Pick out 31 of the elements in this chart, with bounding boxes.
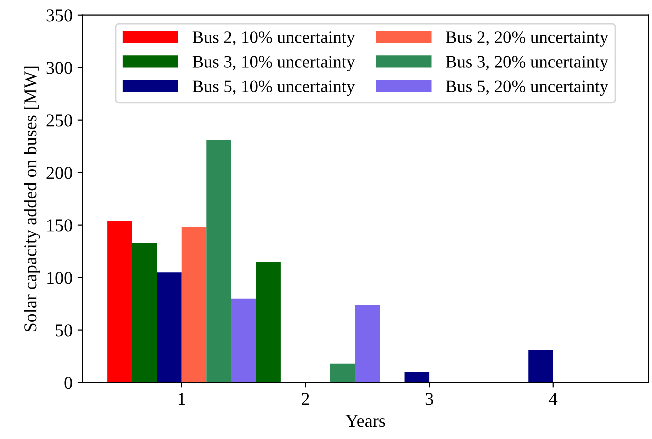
bar [330, 364, 356, 383]
legend-label: Bus 2, 20% uncertainty [446, 32, 609, 47]
legend-label: Bus 5, 10% uncertainty [192, 80, 356, 96]
x-tick-label: 3 [426, 393, 434, 406]
bar [108, 221, 132, 383]
bar [206, 140, 232, 383]
bar [355, 305, 380, 383]
y-tick-label: 250 [46, 114, 72, 127]
legend-label: Bus 5, 20% uncertainty [446, 80, 609, 96]
legend-label: Bus 2, 10% uncertainty [192, 32, 356, 47]
bar [157, 272, 182, 383]
y-tick-label: 350 [46, 10, 72, 22]
x-axis-title: Years [346, 415, 386, 428]
y-tick-label: 200 [46, 167, 72, 180]
bar [404, 372, 430, 383]
y-tick-label: 150 [48, 220, 72, 232]
x-tick-label: 1 [178, 393, 186, 406]
bar [182, 227, 207, 383]
y-tick-label: 100 [48, 272, 72, 284]
y-axis-title: Solar capacity added on buses [MW] [24, 66, 40, 332]
bar [132, 243, 158, 383]
bar [231, 298, 256, 383]
y-tick-label: 0 [64, 377, 72, 390]
legend-label: Bus 3, 20% uncertainty [446, 56, 609, 72]
x-tick-label: 4 [549, 393, 558, 406]
x-tick-label: 2 [302, 393, 310, 406]
bar [256, 262, 281, 383]
legend-label: Bus 3, 10% uncertainty [192, 56, 356, 72]
bar [528, 350, 554, 383]
y-tick-label: 50 [56, 324, 72, 337]
y-tick-label: 300 [46, 62, 72, 74]
